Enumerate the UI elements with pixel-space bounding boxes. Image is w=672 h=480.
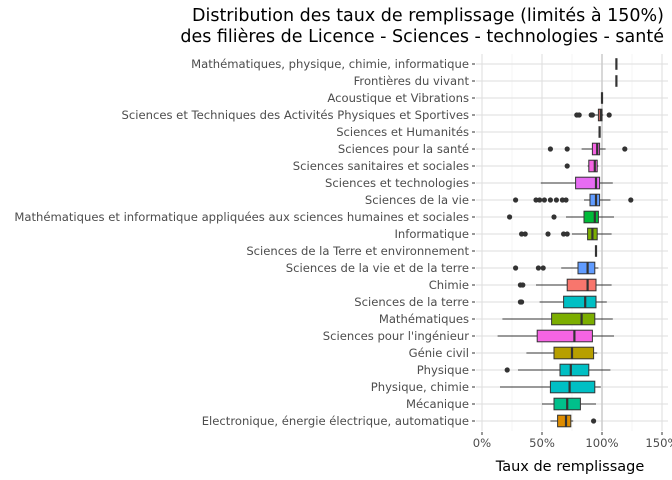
outlier-point [545, 231, 551, 237]
box-group [547, 142, 628, 156]
outlier-point [547, 197, 554, 203]
x-axis: 0% 50% 100% 150% [473, 432, 672, 450]
outlier-point [559, 197, 566, 203]
box [553, 346, 595, 360]
outlier-point [576, 112, 582, 118]
category-label: Informatique [394, 227, 469, 241]
category-label: Mathématiques, physique, chimie, informa… [191, 57, 469, 71]
box [583, 210, 599, 224]
box-group [517, 278, 612, 292]
chart-title-line-1: Distribution des taux de remplissage (li… [192, 6, 664, 26]
category-label: Electronique, énergie électrique, automa… [202, 414, 469, 428]
box-group [574, 108, 612, 122]
outlier-point [504, 367, 510, 373]
box-group [513, 261, 599, 275]
outlier-point [533, 197, 539, 203]
x-axis-title: Taux de remplissage [495, 459, 645, 475]
category-label: Chimie [429, 278, 469, 292]
box [549, 380, 596, 394]
x-tick-label: 0% [473, 436, 491, 450]
box-group [542, 397, 596, 411]
category-label: Sciences pour la santé [338, 142, 469, 156]
outlier-point [535, 265, 542, 271]
box [575, 176, 601, 190]
box [563, 295, 597, 309]
box [559, 363, 590, 377]
outlier-point [561, 231, 567, 237]
box [591, 142, 601, 156]
outlier-point [519, 299, 525, 305]
category-label: Sciences et Humanités [336, 125, 469, 139]
category-label: Acoustique et Vibrations [327, 91, 469, 105]
category-label: Sciences et Techniques des Activités Phy… [122, 108, 469, 122]
category-label: Mathématiques [379, 312, 469, 326]
category-labels: Mathématiques, physique, chimie, informa… [14, 57, 475, 428]
x-tick-label: 150% [645, 436, 672, 450]
category-label: Sciences pour l'ingénieur [323, 329, 469, 343]
category-label: Sciences et technologies [325, 176, 469, 190]
x-tick-label: 50% [529, 436, 555, 450]
box-group [497, 329, 614, 343]
box-group [519, 227, 612, 241]
outlier-point [628, 197, 634, 203]
category-label: Génie civil [409, 346, 469, 360]
category-label: Sciences de la vie et de la terre [286, 261, 469, 275]
outlier-point [622, 146, 628, 152]
category-label: Frontières du vivant [354, 74, 470, 88]
outlier-point [589, 112, 596, 118]
outlier-point [513, 197, 519, 203]
box [589, 193, 601, 207]
category-label: Sciences sanitaires et sociales [293, 159, 469, 173]
outlier-point [507, 214, 513, 220]
outlier-point [537, 197, 543, 203]
category-label: Mécanique [406, 397, 469, 411]
outlier-point [513, 265, 519, 271]
outlier-point [553, 197, 560, 203]
box-group [540, 176, 613, 190]
outlier-point [551, 214, 557, 220]
outlier-point [564, 163, 570, 169]
box [566, 278, 597, 292]
category-label: Physique [417, 363, 469, 377]
outlier-point [606, 112, 612, 118]
category-label: Sciences de la terre [354, 295, 469, 309]
box-group [517, 295, 607, 309]
outlier-point [563, 197, 569, 203]
category-label: Mathématiques et informatique appliquées… [14, 210, 469, 224]
category-label: Sciences de la Terre et environnement [246, 244, 469, 258]
box [588, 159, 598, 173]
outlier-point [522, 231, 528, 237]
box-group [550, 414, 597, 428]
box-group [500, 380, 601, 394]
box-group [507, 210, 614, 224]
outlier-point [520, 282, 526, 288]
box-marks [497, 58, 634, 428]
outlier-point [547, 146, 554, 152]
x-tick-label: 100% [585, 436, 618, 450]
category-label: Sciences de la vie [365, 193, 469, 207]
box-group [526, 346, 598, 360]
box-group [564, 159, 599, 173]
box [577, 261, 596, 275]
box [551, 312, 596, 326]
chart-title-line-2: des filières de Licence - Sciences - tec… [180, 27, 664, 47]
category-label: Physique, chimie [371, 380, 469, 394]
box-group [504, 363, 611, 377]
box [536, 329, 593, 343]
outlier-point [591, 418, 597, 424]
outlier-point [564, 231, 570, 237]
box-group [502, 312, 613, 326]
outlier-point [564, 146, 570, 152]
outlier-point [541, 197, 548, 203]
box-group [513, 193, 634, 207]
outlier-point [540, 265, 546, 271]
outlier-point [519, 231, 525, 237]
box [557, 414, 572, 428]
